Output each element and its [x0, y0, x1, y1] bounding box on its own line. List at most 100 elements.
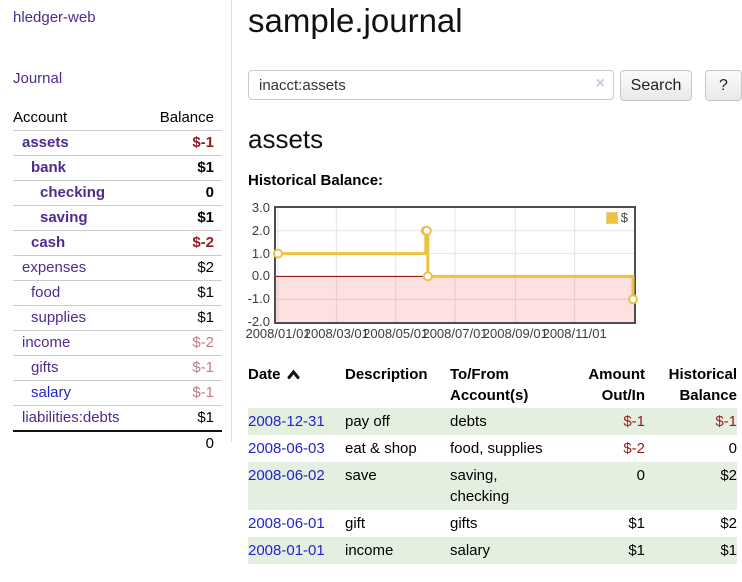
- account-balance: $1: [144, 405, 222, 431]
- brand-link[interactable]: hledger-web: [13, 9, 96, 26]
- account-link-assets[interactable]: assets: [22, 134, 69, 151]
- account-balance: $-1: [144, 380, 222, 406]
- register-header-description: Description: [345, 366, 428, 383]
- transaction-balance: $1: [720, 542, 737, 559]
- x-axis-tick-label: 2008/09/01: [482, 326, 548, 341]
- register-header-accounts: To/From Account(s): [450, 366, 529, 404]
- register-header-date[interactable]: Date: [248, 362, 345, 408]
- transaction-date-link[interactable]: 2008-01-01: [248, 542, 325, 559]
- x-axis-tick-label: 2008/07/01: [422, 326, 488, 341]
- account-row-expenses: expenses $2: [13, 255, 222, 281]
- page-title: sample.journal: [248, 2, 463, 39]
- x-axis-tick-label: 2008/11/01: [542, 326, 607, 341]
- x-axis-tick-label: 2008/03/01: [303, 326, 369, 341]
- account-link-food[interactable]: food: [31, 284, 61, 301]
- account-heading: assets: [248, 124, 324, 154]
- register-table: Date Description To/From Account(s) Amou…: [248, 362, 737, 564]
- transaction-date-link[interactable]: 2008-06-01: [248, 515, 325, 532]
- transaction-balance: $2: [720, 467, 737, 484]
- sidebar-divider: [231, 0, 232, 442]
- data-point-marker: [273, 248, 283, 259]
- chart-legend: $: [605, 210, 628, 225]
- transaction-accounts: food, supplies: [450, 440, 543, 457]
- account-row-checking: checking 0: [13, 180, 222, 206]
- y-axis-tick-label: -2.0: [247, 314, 270, 329]
- transaction-date-link[interactable]: 2008-06-02: [248, 467, 325, 484]
- account-link-bank[interactable]: bank: [31, 159, 67, 176]
- account-balance: 0: [144, 180, 222, 206]
- account-row-food: food $1: [13, 280, 222, 306]
- x-axis-tick-label: 2008/01/01: [245, 326, 311, 341]
- account-link-supplies[interactable]: supplies: [31, 309, 87, 326]
- sidebar-item-journal[interactable]: Journal: [13, 70, 63, 87]
- transaction-accounts: saving, checking: [450, 467, 510, 505]
- account-link-saving[interactable]: saving: [40, 209, 88, 226]
- date-header-label: Date: [248, 366, 281, 383]
- account-link-cash[interactable]: cash: [31, 234, 66, 251]
- account-balance: $1: [144, 280, 222, 306]
- account-row-liabilities-debts: liabilities:debts $1: [13, 405, 222, 431]
- data-point-marker: [422, 271, 433, 282]
- balance-column-header: Balance: [159, 109, 214, 126]
- account-link-expenses[interactable]: expenses: [22, 259, 87, 276]
- account-balance: $2: [144, 255, 222, 281]
- account-link-salary[interactable]: salary: [31, 384, 72, 401]
- transaction-accounts: gifts: [450, 515, 478, 532]
- transaction-date-link[interactable]: 2008-12-31: [248, 413, 325, 430]
- data-point-marker: [421, 225, 432, 236]
- transaction-date-link[interactable]: 2008-06-03: [248, 440, 325, 457]
- account-row-income: income $-2: [13, 330, 222, 356]
- transaction-accounts: salary: [450, 542, 491, 559]
- register-row: 2008-06-01 gift gifts $1 $2: [248, 510, 737, 537]
- transaction-amount: $-2: [623, 440, 645, 457]
- account-link-income[interactable]: income: [22, 334, 71, 351]
- account-row-gifts: gifts $-1: [13, 355, 222, 381]
- register-header-row: Date Description To/From Account(s) Amou…: [248, 362, 737, 408]
- account-balance: $-2: [144, 330, 222, 356]
- help-button[interactable]: ?: [705, 70, 742, 101]
- total-balance: 0: [144, 430, 222, 456]
- register-row: 2008-12-31 pay off debts $-1 $-1: [248, 408, 737, 435]
- account-row-saving: saving $1: [13, 205, 222, 231]
- clear-search-icon[interactable]: ×: [595, 75, 605, 92]
- accounts-total-row: 0: [13, 430, 222, 456]
- transaction-description: eat & shop: [345, 440, 417, 457]
- account-balance: $1: [144, 155, 222, 181]
- account-balance: $-2: [144, 230, 222, 256]
- register-row: 2008-06-03 eat & shop food, supplies $-2…: [248, 435, 737, 462]
- y-axis-tick-label: 1.0: [251, 245, 270, 261]
- y-axis-tick-label: -1.0: [247, 291, 270, 307]
- transaction-description: income: [345, 542, 394, 559]
- account-balance: $1: [144, 305, 222, 331]
- historical-balance-chart: 3.0 2.0 1.0 0.0 -1.0 -2.0 $ 2008/01/01 2008/03…: [238, 200, 740, 345]
- register-row: 2008-06-02 save saving, checking 0 $2: [248, 462, 737, 510]
- account-link-gifts[interactable]: gifts: [31, 359, 59, 376]
- transaction-accounts: debts: [450, 413, 487, 430]
- transaction-balance: $-1: [715, 413, 737, 430]
- y-axis-tick-label: 3.0: [251, 200, 270, 215]
- negative-region: [276, 276, 634, 322]
- account-row-salary: salary $-1: [13, 380, 222, 406]
- search-button[interactable]: Search: [620, 70, 692, 101]
- search-input[interactable]: [248, 70, 614, 100]
- account-balance: $1: [144, 205, 222, 231]
- data-point-marker: [628, 294, 638, 305]
- register-header-balance: Historical Balance: [668, 366, 737, 404]
- y-axis-tick-label: 0.0: [251, 268, 270, 284]
- register-row: 2008-01-01 income salary $1 $1: [248, 537, 737, 564]
- account-row-assets: assets $-1: [13, 130, 222, 156]
- account-column-header: Account: [13, 109, 68, 126]
- account-link-checking[interactable]: checking: [40, 184, 106, 201]
- transaction-balance: $2: [720, 515, 737, 532]
- transaction-amount: 0: [636, 467, 645, 484]
- account-balance: $-1: [144, 355, 222, 381]
- transaction-balance: 0: [728, 440, 737, 457]
- accounts-table-header-row: Account Balance: [13, 106, 222, 131]
- series-color-swatch: [605, 211, 618, 224]
- account-link-liabilities-debts[interactable]: liabilities:debts: [22, 409, 120, 426]
- register-header-amount: Amount Out/In: [588, 366, 645, 404]
- chart-title: Historical Balance:: [248, 172, 384, 189]
- transaction-amount: $1: [628, 515, 645, 532]
- transaction-amount: $-1: [623, 413, 645, 430]
